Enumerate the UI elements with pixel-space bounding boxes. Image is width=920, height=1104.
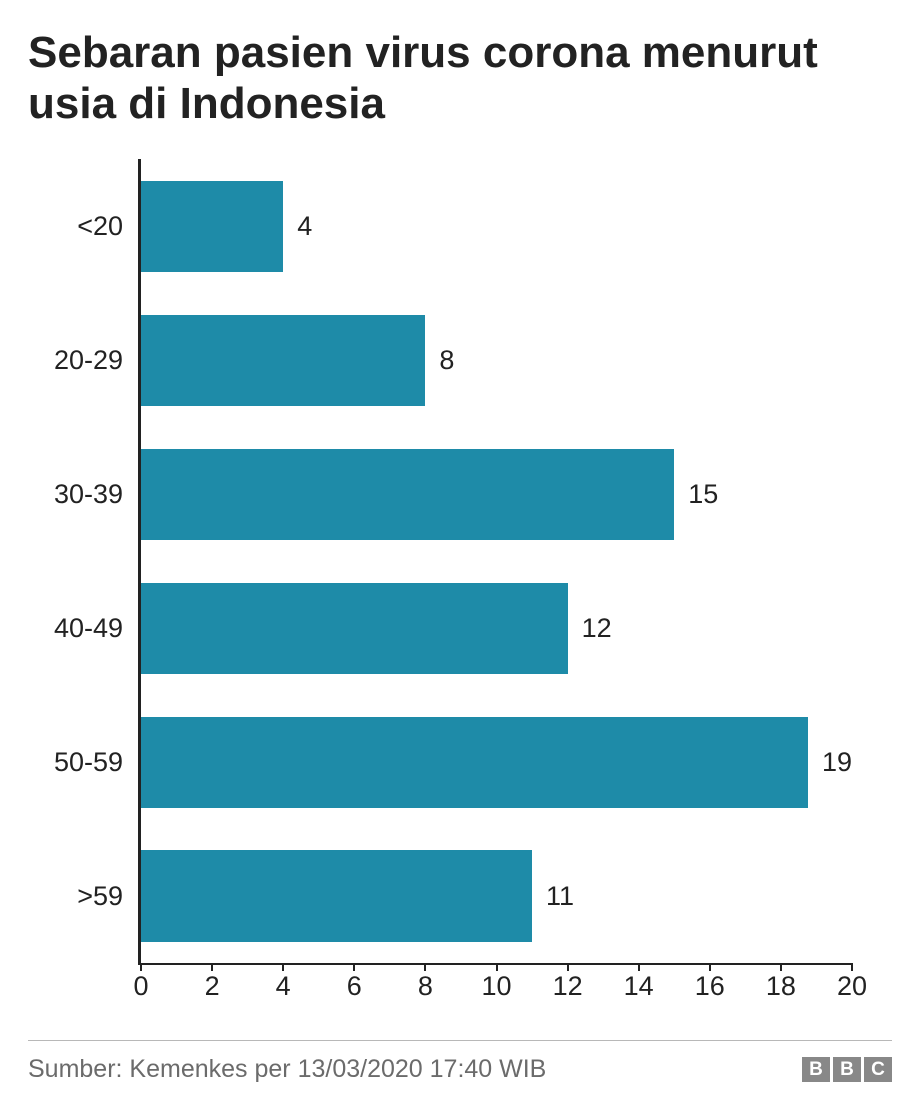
bar-value-label: 12 [582, 613, 612, 644]
x-tick-mark [638, 963, 640, 971]
x-tick-label: 20 [837, 971, 867, 1002]
bar-row: >5911 [141, 829, 852, 963]
x-tick-mark [780, 963, 782, 971]
bar-row: 40-4912 [141, 561, 852, 695]
bar [141, 315, 425, 406]
x-tick-mark [211, 963, 213, 971]
x-tick-mark [496, 963, 498, 971]
bar-value-label: 19 [822, 747, 852, 778]
bar-row: <204 [141, 159, 852, 293]
chart-area: <20420-29830-391540-491250-5919>5911 0 2 4… [28, 159, 892, 1030]
x-tick-mark [851, 963, 853, 971]
x-tick-label: 14 [624, 971, 654, 1002]
bbc-logo: B B C [802, 1057, 892, 1082]
x-tick-label: 0 [133, 971, 148, 1002]
chart-title: Sebaran pasien virus corona menurut usia… [28, 28, 892, 129]
x-tick-mark [282, 963, 284, 971]
category-label: 30-39 [23, 479, 123, 510]
bar-row: 20-298 [141, 293, 852, 427]
category-label: 20-29 [23, 345, 123, 376]
bar [141, 717, 808, 808]
bar-value-label: 11 [546, 881, 574, 912]
x-tick-label: 16 [695, 971, 725, 1002]
category-label: >59 [23, 881, 123, 912]
logo-letter-2: C [864, 1057, 892, 1082]
x-tick-label: 8 [418, 971, 433, 1002]
x-tick-mark [567, 963, 569, 971]
x-tick-label: 6 [347, 971, 362, 1002]
x-tick-mark [424, 963, 426, 971]
logo-letter-0: B [802, 1057, 830, 1082]
category-label: 50-59 [23, 747, 123, 778]
bar-value-label: 15 [688, 479, 718, 510]
bar [141, 850, 532, 941]
logo-letter-1: B [833, 1057, 861, 1082]
bars-container: <20420-29830-391540-491250-5919>5911 [141, 159, 852, 963]
bar-value-label: 8 [439, 345, 454, 376]
bar-value-label: 4 [297, 211, 312, 242]
x-tick-label: 4 [276, 971, 291, 1002]
x-axis-ticks: 02468101214161820 [141, 965, 852, 1005]
bar-row: 50-5919 [141, 695, 852, 829]
x-tick-label: 10 [481, 971, 511, 1002]
x-tick-mark [709, 963, 711, 971]
x-tick-mark [353, 963, 355, 971]
bar-row: 30-3915 [141, 427, 852, 561]
x-tick-label: 2 [205, 971, 220, 1002]
x-tick-label: 12 [553, 971, 583, 1002]
bar [141, 181, 283, 272]
category-label: <20 [23, 211, 123, 242]
x-tick-mark [140, 963, 142, 971]
chart-footer: Sumber: Kemenkes per 13/03/2020 17:40 WI… [28, 1040, 892, 1084]
x-tick-label: 18 [766, 971, 796, 1002]
source-text: Sumber: Kemenkes per 13/03/2020 17:40 WI… [28, 1055, 546, 1084]
category-label: 40-49 [23, 613, 123, 644]
bar [141, 583, 568, 674]
chart-plot: <20420-29830-391540-491250-5919>5911 024… [138, 159, 852, 965]
bar [141, 449, 674, 540]
